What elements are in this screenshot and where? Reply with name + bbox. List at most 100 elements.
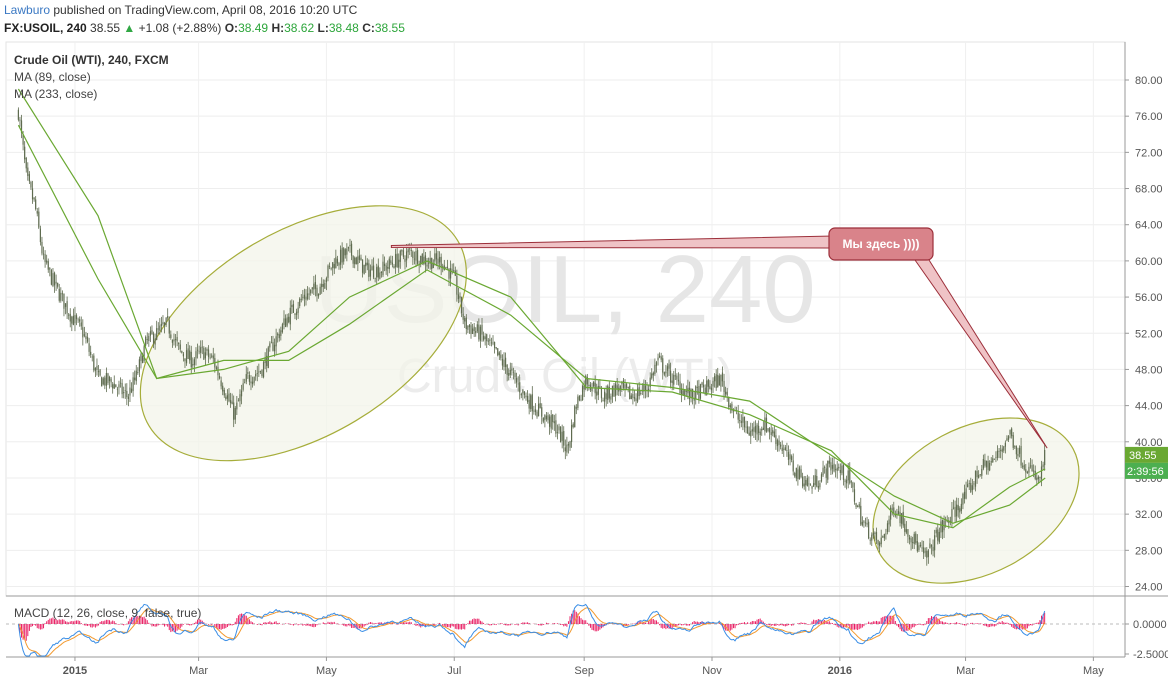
last-price-tag	[1125, 446, 1168, 463]
candle-body	[758, 425, 760, 433]
candle-body	[64, 303, 67, 307]
candle-body	[288, 316, 290, 323]
candle-body	[1020, 445, 1022, 466]
candle-body	[778, 440, 780, 445]
candle-body	[24, 146, 26, 160]
candle-body	[902, 511, 904, 526]
candle-body	[300, 298, 302, 300]
candle-body	[113, 383, 115, 389]
candle-body	[262, 362, 265, 378]
candle-body	[575, 407, 577, 409]
candle-body	[429, 258, 431, 264]
candle-body	[412, 251, 414, 259]
price-tick-label: 76.00	[1135, 111, 1163, 123]
time-tick-label: Mar	[956, 665, 975, 677]
candle-body	[292, 304, 295, 314]
candle-body	[270, 342, 273, 344]
callout-box[interactable]	[828, 227, 934, 261]
candle-body	[493, 342, 496, 348]
author-link[interactable]: Lawburo	[4, 3, 51, 17]
candle-body	[973, 483, 975, 485]
candle-body	[932, 546, 934, 552]
candle-body	[398, 259, 400, 268]
candle-body	[156, 328, 158, 340]
candle-body	[489, 339, 491, 342]
candle-body	[657, 357, 659, 361]
candle-body	[225, 396, 227, 400]
candle-body	[1022, 465, 1024, 467]
candle-body	[38, 211, 40, 228]
countdown-tag-text: 2:39:56	[1127, 466, 1164, 478]
candle-body	[478, 324, 480, 340]
candle-body	[989, 462, 991, 471]
candle-body	[633, 397, 636, 399]
candle-body	[651, 373, 653, 379]
candle-body	[1040, 466, 1043, 480]
candle-body	[523, 391, 526, 396]
candle-body	[1018, 447, 1021, 454]
ma-89-line	[17, 124, 1046, 529]
candle-body	[783, 448, 785, 450]
candle-body	[863, 521, 865, 523]
candle-body	[495, 347, 497, 349]
price-axis[interactable]: 80.00 76.00 72.00 68.00 64.00 60.00 56.00 52.00…	[6, 42, 1168, 657]
candle-body	[479, 326, 482, 341]
candle-body	[391, 262, 394, 265]
candle-body	[927, 550, 929, 557]
candle-body	[982, 458, 984, 469]
candle-body	[673, 374, 675, 385]
candle-body	[1023, 464, 1025, 470]
candle-body	[759, 431, 761, 436]
candle-body	[129, 387, 131, 396]
price-tick-label: 48.00	[1135, 364, 1163, 376]
candle-body	[171, 340, 174, 343]
candle-body	[899, 512, 901, 524]
candle-body	[1033, 470, 1035, 472]
price-tick-label: 28.00	[1135, 545, 1163, 557]
time-axis[interactable]: 2015 Mar May Jul Sep Nov 2016 Mar May	[6, 656, 1125, 677]
candle-body	[725, 391, 727, 395]
candle-body	[844, 480, 846, 482]
symbol-label: FX:USOIL, 240	[4, 21, 87, 35]
candle-body	[360, 257, 362, 261]
low-value: 38.48	[328, 21, 359, 35]
candle-body	[781, 447, 783, 451]
candle-body	[49, 267, 51, 270]
candle-body	[941, 519, 944, 533]
price-tick-label: 68.00	[1135, 184, 1163, 196]
candle-body	[453, 270, 455, 272]
candle-body	[69, 313, 71, 322]
candle-body	[517, 383, 519, 385]
time-tick-label: Sep	[574, 665, 594, 677]
candle-body	[913, 533, 915, 545]
candle-body	[335, 257, 337, 269]
ma-233-line	[17, 88, 1046, 524]
candle-body	[1042, 464, 1044, 467]
candle-body	[567, 443, 570, 446]
candle-body	[222, 385, 224, 392]
candle-body	[317, 293, 320, 297]
candle-body	[572, 423, 574, 428]
candle-body	[107, 373, 109, 384]
candle-body	[553, 421, 555, 424]
candle-body	[937, 529, 939, 541]
candle-body	[718, 375, 720, 386]
candle-body	[218, 375, 221, 379]
candle-body	[833, 463, 835, 472]
candle-body	[255, 374, 257, 377]
candle-body	[291, 304, 293, 308]
candle-body	[643, 384, 645, 392]
candle-body	[772, 430, 774, 434]
candle-body	[376, 267, 378, 278]
candle-body	[374, 277, 376, 279]
candle-body	[926, 550, 928, 558]
candle-body	[60, 292, 62, 301]
callout-annotation[interactable]: Мы здесь ))))	[390, 227, 1048, 449]
candle-body	[330, 267, 332, 269]
ellipse-annotation-2[interactable]	[845, 384, 1108, 616]
candle-body	[31, 188, 34, 200]
candle-body	[910, 538, 912, 543]
candle-body	[611, 385, 614, 397]
candle-body	[449, 268, 452, 279]
